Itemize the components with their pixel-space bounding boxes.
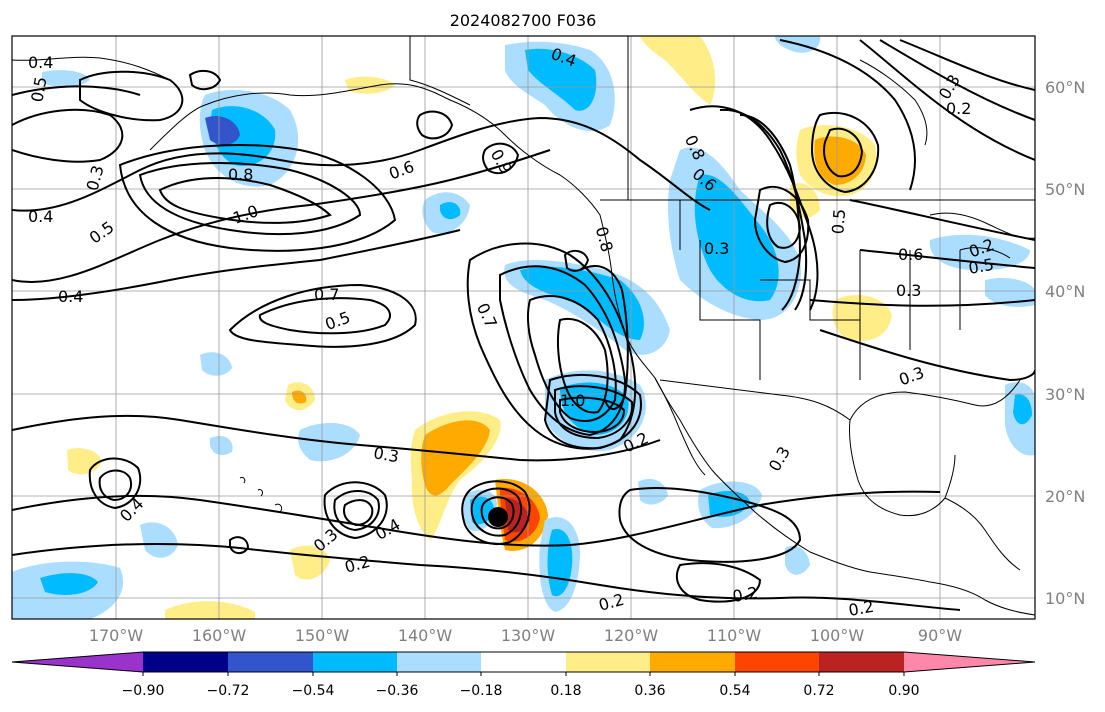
colorbar-segment (650, 652, 735, 672)
colorbar-extend-left (12, 652, 143, 672)
map-panel: 0.4 0.5 0.3 0.4 0.5 0.8 1.0 0.6 0.4 0.7 … (11, 35, 1036, 620)
lon-label: 110°W (707, 626, 762, 645)
lat-label: 30°N (1045, 385, 1085, 404)
lon-label: 130°W (501, 626, 556, 645)
contour-label: 0.2 (946, 99, 971, 118)
colorbar-tick-label: 0.72 (803, 683, 834, 699)
colorbar-segment (143, 652, 228, 672)
colorbar-segment (566, 652, 650, 672)
storm-center-icon (488, 507, 508, 527)
lat-label: 50°N (1045, 180, 1085, 199)
colorbar-extend-right (904, 652, 1035, 672)
contour-label: 0.5 (27, 75, 50, 103)
coastlines (12, 36, 1035, 616)
lon-label: 90°W (918, 626, 962, 645)
colorbar: −0.90 −0.72 −0.54 −0.36 −0.18 0.18 0.36 … (11, 651, 1036, 699)
colorbar-tick-label: −0.36 (376, 683, 419, 699)
contour-label: 0.4 (28, 207, 53, 226)
colorbar-tick-label: 0.36 (634, 683, 665, 699)
lon-label: 120°W (604, 626, 659, 645)
latitude-labels: 60°N 50°N 40°N 30°N 20°N 10°N (1045, 78, 1085, 608)
contour-label: 0.8 (228, 165, 253, 184)
contour-label: 0.3 (896, 281, 921, 300)
contour-label: 0.2 (731, 583, 759, 606)
colorbar-tick-label: −0.18 (460, 683, 503, 699)
colorbar-tick-label: −0.90 (122, 683, 165, 699)
lat-label: 10°N (1045, 589, 1085, 608)
colorbar-segment (313, 652, 397, 672)
colorbar-segment (735, 652, 819, 672)
colorbar-segment (397, 652, 481, 672)
contour-label: 0.4 (28, 53, 53, 72)
contour-label: 0.5 (967, 255, 995, 278)
lon-label: 160°W (192, 626, 247, 645)
contour-layer (12, 39, 1035, 611)
contour-label: 0.4 (58, 287, 83, 306)
lon-label: 150°W (295, 626, 350, 645)
longitude-labels: 170°W 160°W 150°W 140°W 130°W 120°W 110°… (89, 626, 962, 645)
contour-label: 0.5 (828, 208, 849, 235)
contour-label: 0.3 (372, 443, 400, 466)
lat-label: 20°N (1045, 487, 1085, 506)
colorbar-tick-label: 0.90 (888, 683, 919, 699)
colorbar-tick-label: −0.72 (207, 683, 250, 699)
lat-label: 40°N (1045, 282, 1085, 301)
colorbar-segment (481, 652, 566, 672)
map-title: 2024082700 F036 (450, 11, 597, 30)
lon-label: 170°W (89, 626, 144, 645)
colorbar-segment (819, 652, 904, 672)
lon-label: 140°W (398, 626, 453, 645)
colorbar-tick-label: 0.18 (550, 683, 581, 699)
lon-label: 100°W (810, 626, 865, 645)
colorbar-ticks (142, 672, 905, 676)
colorbar-tick-label: 0.54 (719, 683, 750, 699)
colorbar-segment (228, 652, 313, 672)
contour-label: 0.7 (314, 285, 339, 304)
lat-label: 60°N (1045, 78, 1085, 97)
contour-label: 0.6 (898, 245, 923, 264)
contour-label: 0.2 (847, 597, 875, 620)
contour-label: 0.3 (704, 239, 729, 258)
contour-label: 1.0 (560, 391, 585, 410)
colorbar-tick-label: −0.54 (292, 683, 335, 699)
